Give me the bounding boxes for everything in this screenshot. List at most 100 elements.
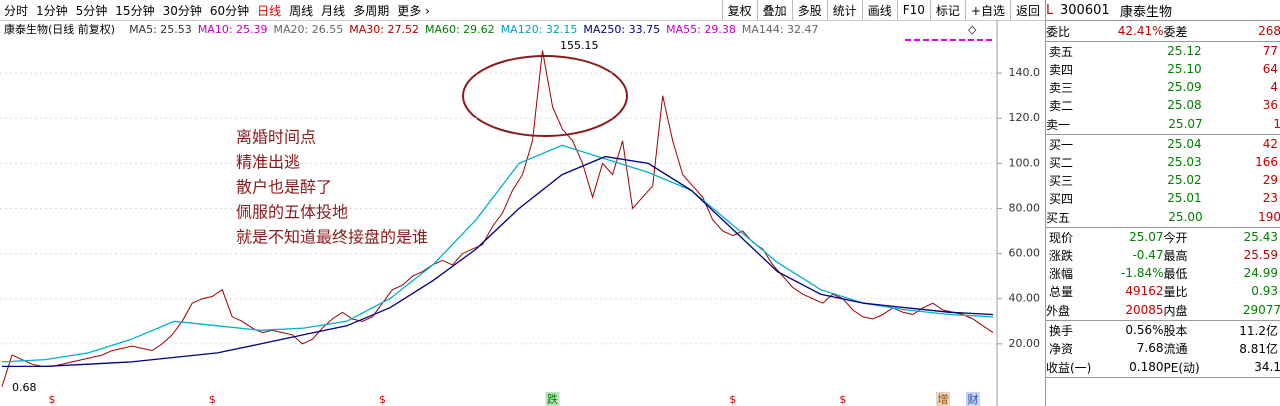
cell: 买二 xyxy=(1049,155,1074,170)
stat-row: 涨幅 -1.84% 最低 24.99 xyxy=(1046,264,1280,282)
cell: 23 xyxy=(1262,191,1278,205)
cell: 涨幅 xyxy=(1049,266,1074,281)
event-marker: $ xyxy=(729,393,736,406)
ma-label: MA250: 33.75 xyxy=(583,23,660,36)
event-box xyxy=(545,392,560,406)
cell: 25.43 xyxy=(1243,230,1278,244)
price-line xyxy=(1,144,994,363)
y-tick-label: 120.0 xyxy=(1009,111,1041,124)
sell-row: 卖五 25.12 77 xyxy=(1046,42,1280,60)
cell: 换手 xyxy=(1049,323,1074,338)
stat-row: 涨跌 -0.47 最高 25.59 xyxy=(1046,246,1280,264)
period-tab[interactable]: 更多 › xyxy=(397,3,430,18)
cell: 4 xyxy=(1270,80,1278,94)
low-label: 0.68 xyxy=(12,381,37,394)
stat-row: 总量 49162 量比 0.93 xyxy=(1046,282,1280,300)
tool-button[interactable]: 画线 xyxy=(861,0,897,20)
cell: 7.68 xyxy=(1136,341,1164,355)
cell: 最高 xyxy=(1163,248,1188,263)
period-tab[interactable]: 15分钟 xyxy=(115,3,155,18)
cell: 收益(一) xyxy=(1046,360,1092,375)
cell: 卖四 xyxy=(1049,62,1074,77)
cell: 0.56% xyxy=(1125,323,1164,337)
cell: 外盘 xyxy=(1046,303,1071,318)
event-marker: $ xyxy=(839,393,846,406)
cell: 流通 xyxy=(1163,341,1188,356)
cell: 0.93 xyxy=(1251,284,1278,298)
y-tick-label: 40.00 xyxy=(1009,292,1041,305)
cell: 190 xyxy=(1258,210,1280,224)
cell: 25.07 xyxy=(1168,117,1203,131)
cell: 总量 xyxy=(1049,284,1074,299)
y-tick-label: 80.00 xyxy=(1009,201,1041,214)
period-tab[interactable]: 周线 xyxy=(289,3,314,18)
cell: 买三 xyxy=(1049,173,1074,188)
cell: 64 xyxy=(1262,62,1278,76)
cell: 委差 xyxy=(1163,24,1188,39)
highlight-ellipse xyxy=(462,55,628,137)
ma-label: MA55: 29.38 xyxy=(666,23,736,36)
cell: 42 xyxy=(1262,137,1278,151)
quote-header: L 300601 康泰生物 xyxy=(1046,0,1280,21)
toolbar: 分时 1分钟 5分钟 15分钟 30分钟 60分钟 日线 周线 月线 多周期 更多 › 复权 叠加 多股统… xyxy=(0,0,1045,21)
period-tab[interactable]: 5分钟 xyxy=(75,3,108,18)
cell: 8.81亿 xyxy=(1239,341,1278,356)
cell: 42.41% xyxy=(1117,24,1164,38)
period-tab[interactable]: 多周期 xyxy=(353,3,390,18)
cell: 25.12 xyxy=(1167,44,1202,58)
ma-label: MA60: 29.62 xyxy=(425,23,495,36)
tool-button[interactable]: 多股 xyxy=(791,0,827,20)
cell: 34.1 xyxy=(1254,360,1280,374)
cell: 买一 xyxy=(1049,137,1074,152)
cell: 内盘 xyxy=(1163,303,1188,318)
cell: PE(动) xyxy=(1163,360,1200,375)
fundamental-row: 收益(一) 0.180 PE(动) 34.1 xyxy=(1046,357,1280,378)
period-tab[interactable]: 30分钟 xyxy=(162,3,202,18)
period-tab[interactable]: 日线 xyxy=(257,3,282,18)
sell-row: 卖二 25.08 36 xyxy=(1046,96,1280,114)
annotation: 离婚时间点 xyxy=(236,128,316,147)
tool-button[interactable]: 返回 xyxy=(1009,0,1045,20)
ma-label: MA120: 32.15 xyxy=(501,23,578,36)
ma-label: MA20: 26.55 xyxy=(274,23,344,36)
cell: 25.00 xyxy=(1168,210,1203,224)
event-marker: $ xyxy=(49,393,56,406)
cell: 卖一 xyxy=(1046,117,1071,132)
event-box xyxy=(935,392,950,406)
cell: 现价 xyxy=(1049,230,1074,245)
cell: 卖五 xyxy=(1049,44,1074,59)
cell: 卖三 xyxy=(1049,80,1074,95)
cell: 涨跌 xyxy=(1049,248,1074,263)
stat-row: 外盘 20085 内盘 29077 xyxy=(1046,300,1280,321)
tool-button[interactable]: 标记 xyxy=(929,0,965,20)
annotation: 佩服的五体投地 xyxy=(236,203,348,222)
period-tab[interactable]: 月线 xyxy=(321,3,346,18)
icon: ◇ xyxy=(968,23,977,36)
period-tab[interactable]: 分时 xyxy=(4,3,29,18)
chart: ◇ 20.00 40.00 60.00 80.00 100.0 120.0 140.0 康泰生… xyxy=(0,20,1041,406)
cell: 25.04 xyxy=(1167,137,1202,151)
weibi-row: 委比 42.41% 委差 268 xyxy=(1046,21,1280,42)
sell-row: 卖四 25.10 64 xyxy=(1046,60,1280,78)
tool-button[interactable]: F10 xyxy=(896,0,930,20)
period-tab[interactable]: 60分钟 xyxy=(209,3,250,18)
cell: 11.2亿 xyxy=(1239,323,1278,338)
annotation: 精准出逃 xyxy=(236,153,300,172)
tool-button[interactable]: 叠加 xyxy=(756,0,792,20)
cell: 25.07 xyxy=(1129,230,1164,244)
cell: 20085 xyxy=(1125,303,1164,317)
event-marker: $ xyxy=(209,393,216,406)
y-tick-label: 60.00 xyxy=(1009,247,1041,260)
cell: 25.10 xyxy=(1167,62,1202,76)
chart-title: 康泰生物(日线 前复权) xyxy=(4,22,115,36)
tool-button[interactable]: 统计 xyxy=(826,0,862,20)
y-tick-label: 100.0 xyxy=(1009,156,1041,169)
stock-code: 300601 xyxy=(1060,2,1110,18)
cell: 268 xyxy=(1258,24,1280,38)
cell: -1.84% xyxy=(1121,266,1164,280)
period-tab[interactable]: 1分钟 xyxy=(36,3,68,18)
buy-row: 买一 25.04 42 xyxy=(1046,135,1280,153)
tool-button[interactable]: 复权 xyxy=(721,0,757,20)
tool-button[interactable]: +自选 xyxy=(964,0,1010,20)
fundamental-row: 换手 0.56% 股本 11.2亿 xyxy=(1046,321,1280,339)
